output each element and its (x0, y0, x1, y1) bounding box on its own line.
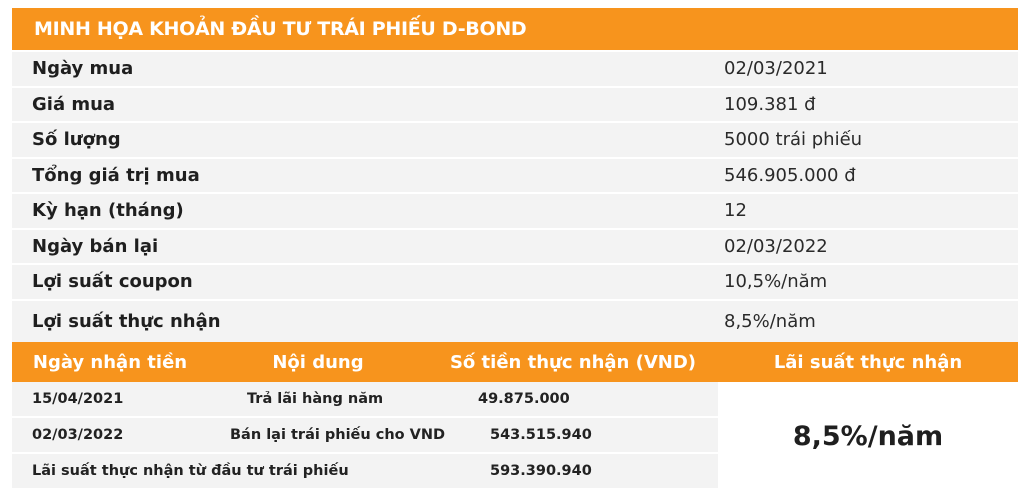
actual-rate-value: 8,5%/năm (718, 382, 1018, 490)
cell-date: 15/04/2021 (32, 391, 124, 407)
info-row-term: Kỳ hạn (tháng) 12 (12, 194, 1018, 230)
table-row: 15/04/2021 Trả lãi hàng năm 49.875.000 (12, 382, 718, 418)
cell-amount: 593.390.940 (490, 463, 592, 479)
info-value: 10,5%/năm (724, 271, 828, 293)
cell-summary-label: Lãi suất thực nhận từ đầu tư trái phiếu (32, 463, 349, 479)
info-row-purchase-price: Giá mua 109.381 đ (12, 88, 1018, 123)
column-header-date: Ngày nhận tiền (32, 351, 188, 373)
info-row-total-value: Tổng giá trị mua 546.905.000 đ (12, 159, 1018, 194)
info-label: Kỳ hạn (tháng) (32, 200, 184, 222)
info-row-purchase-date: Ngày mua 02/03/2021 (12, 52, 1018, 88)
cashflow-table-body: 15/04/2021 Trả lãi hàng năm 49.875.000 0… (12, 382, 718, 488)
column-header-content: Nội dung (272, 351, 364, 373)
info-label: Tổng giá trị mua (32, 164, 200, 186)
info-label: Ngày bán lại (32, 235, 159, 257)
info-row-resale-date: Ngày bán lại 02/03/2022 (12, 230, 1018, 265)
info-label: Giá mua (32, 93, 116, 115)
info-label: Số lượng (32, 129, 121, 151)
info-value: 12 (724, 200, 747, 222)
table-row-summary: Lãi suất thực nhận từ đầu tư trái phiếu … (12, 454, 718, 488)
info-row-coupon-yield: Lợi suất coupon 10,5%/năm (12, 265, 1018, 301)
info-label: Lợi suất thực nhận (32, 311, 221, 332)
info-value: 109.381 đ (724, 93, 816, 115)
column-header-amount: Số tiền thực nhận (VND) (449, 351, 697, 373)
info-value: 02/03/2022 (724, 235, 828, 257)
cell-content: Trả lãi hàng năm (247, 391, 384, 407)
cashflow-table-header: Ngày nhận tiền Nội dung Số tiền thực nhậ… (12, 342, 1018, 382)
cell-amount: 49.875.000 (478, 391, 570, 407)
table-row: 02/03/2022 Bán lại trái phiếu cho VND 54… (12, 418, 718, 454)
title-bar: MINH HỌA KHOẢN ĐẦU TƯ TRÁI PHIẾU D-BOND (12, 8, 1018, 50)
info-label: Ngày mua (32, 58, 134, 80)
info-value: 8,5%/năm (724, 311, 816, 332)
column-header-rate: Lãi suất thực nhận (773, 351, 963, 373)
info-value: 02/03/2021 (724, 58, 828, 80)
cell-date: 02/03/2022 (32, 427, 124, 443)
info-row-quantity: Số lượng 5000 trái phiếu (12, 123, 1018, 159)
page-title: MINH HỌA KHOẢN ĐẦU TƯ TRÁI PHIẾU D-BOND (34, 18, 527, 40)
cell-content: Bán lại trái phiếu cho VND (230, 427, 446, 443)
info-row-actual-yield: Lợi suất thực nhận 8,5%/năm (12, 301, 1018, 345)
info-label: Lợi suất coupon (32, 271, 193, 293)
info-value: 546.905.000 đ (724, 164, 856, 186)
info-value: 5000 trái phiếu (724, 129, 863, 151)
investment-info-table: Ngày mua 02/03/2021 Giá mua 109.381 đ Số… (12, 52, 1018, 345)
cell-amount: 543.515.940 (490, 427, 592, 443)
